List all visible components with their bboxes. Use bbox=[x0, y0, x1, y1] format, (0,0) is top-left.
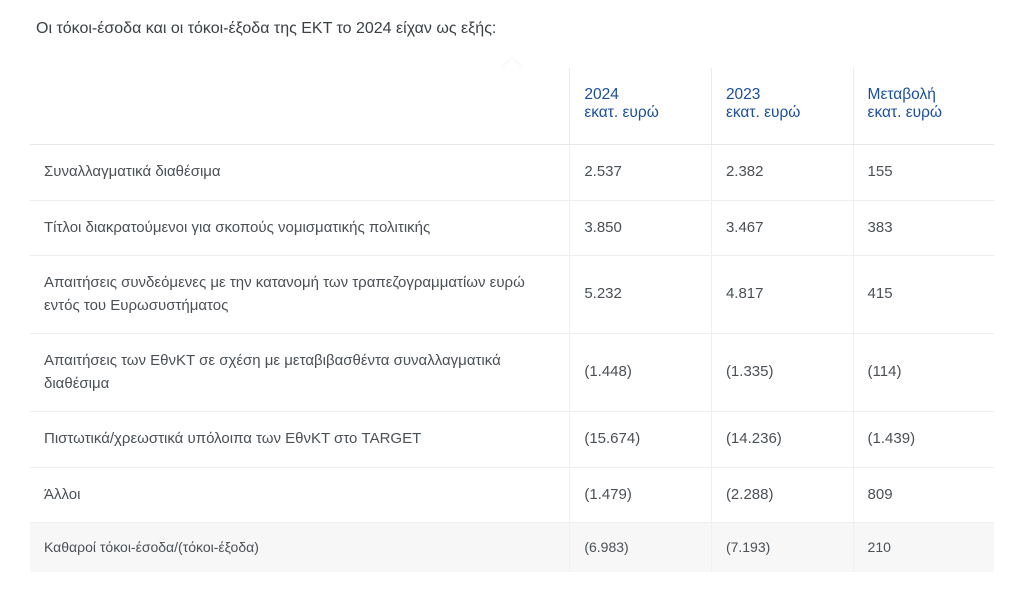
row-v2024: (1.479) bbox=[570, 467, 712, 523]
col-header-2024-year: 2024 bbox=[584, 86, 618, 103]
row-label: Απαιτήσεις συνδεόμενες με την κατανομή τ… bbox=[30, 256, 570, 334]
row-v2023: (1.335) bbox=[711, 334, 853, 412]
col-header-delta-unit: εκατ. ευρώ bbox=[868, 104, 942, 121]
table-row: Άλλοι (1.479) (2.288) 809 bbox=[30, 467, 994, 523]
table-summary-row: Καθαροί τόκοι-έσοδα/(τόκοι-έξοδα) (6.983… bbox=[30, 523, 994, 573]
row-v2023: (14.236) bbox=[711, 412, 853, 468]
summary-label: Καθαροί τόκοι-έσοδα/(τόκοι-έξοδα) bbox=[30, 523, 570, 573]
col-header-delta: Μεταβολή εκατ. ευρώ bbox=[853, 68, 994, 145]
summary-delta: 210 bbox=[853, 523, 994, 573]
table-row: Τίτλοι διακρατούμενοι για σκοπούς νομισμ… bbox=[30, 200, 994, 256]
row-v2024: 5.232 bbox=[570, 256, 712, 334]
table-row: Απαιτήσεις των ΕθνΚΤ σε σχέση με μεταβιβ… bbox=[30, 334, 994, 412]
row-delta: 415 bbox=[853, 256, 994, 334]
row-v2023: 2.382 bbox=[711, 145, 853, 201]
row-v2024: 3.850 bbox=[570, 200, 712, 256]
dropdown-pointer bbox=[502, 58, 522, 68]
row-delta: 155 bbox=[853, 145, 994, 201]
summary-v2024: (6.983) bbox=[570, 523, 712, 573]
col-header-2024-unit: εκατ. ευρώ bbox=[584, 104, 658, 121]
summary-v2023: (7.193) bbox=[711, 523, 853, 573]
row-delta: (1.439) bbox=[853, 412, 994, 468]
row-label: Άλλοι bbox=[30, 467, 570, 523]
interest-table: 2024 εκατ. ευρώ 2023 εκατ. ευρώ Μεταβολή… bbox=[30, 68, 994, 572]
col-header-label bbox=[30, 68, 570, 145]
row-v2023: (2.288) bbox=[711, 467, 853, 523]
col-header-2023-unit: εκατ. ευρώ bbox=[726, 104, 800, 121]
row-label: Απαιτήσεις των ΕθνΚΤ σε σχέση με μεταβιβ… bbox=[30, 334, 570, 412]
row-delta: 383 bbox=[853, 200, 994, 256]
col-header-2023: 2023 εκατ. ευρώ bbox=[711, 68, 853, 145]
row-v2023: 3.467 bbox=[711, 200, 853, 256]
row-v2024: (15.674) bbox=[570, 412, 712, 468]
table-container: 2024 εκατ. ευρώ 2023 εκατ. ευρώ Μεταβολή… bbox=[30, 68, 994, 572]
col-header-2023-year: 2023 bbox=[726, 86, 760, 103]
row-v2024: 2.537 bbox=[570, 145, 712, 201]
row-delta: 809 bbox=[853, 467, 994, 523]
row-label: Συναλλαγματικά διαθέσιμα bbox=[30, 145, 570, 201]
row-delta: (114) bbox=[853, 334, 994, 412]
row-v2024: (1.448) bbox=[570, 334, 712, 412]
col-header-delta-year: Μεταβολή bbox=[868, 86, 936, 103]
table-header-row: 2024 εκατ. ευρώ 2023 εκατ. ευρώ Μεταβολή… bbox=[30, 68, 994, 145]
row-v2023: 4.817 bbox=[711, 256, 853, 334]
intro-text: Οι τόκοι-έσοδα και οι τόκοι-έξοδα της ΕΚ… bbox=[30, 20, 994, 38]
row-label: Τίτλοι διακρατούμενοι για σκοπούς νομισμ… bbox=[30, 200, 570, 256]
table-row: Απαιτήσεις συνδεόμενες με την κατανομή τ… bbox=[30, 256, 994, 334]
col-header-2024: 2024 εκατ. ευρώ bbox=[570, 68, 712, 145]
table-row: Συναλλαγματικά διαθέσιμα 2.537 2.382 155 bbox=[30, 145, 994, 201]
table-row: Πιστωτικά/χρεωστικά υπόλοιπα των ΕθνΚΤ σ… bbox=[30, 412, 994, 468]
row-label: Πιστωτικά/χρεωστικά υπόλοιπα των ΕθνΚΤ σ… bbox=[30, 412, 570, 468]
